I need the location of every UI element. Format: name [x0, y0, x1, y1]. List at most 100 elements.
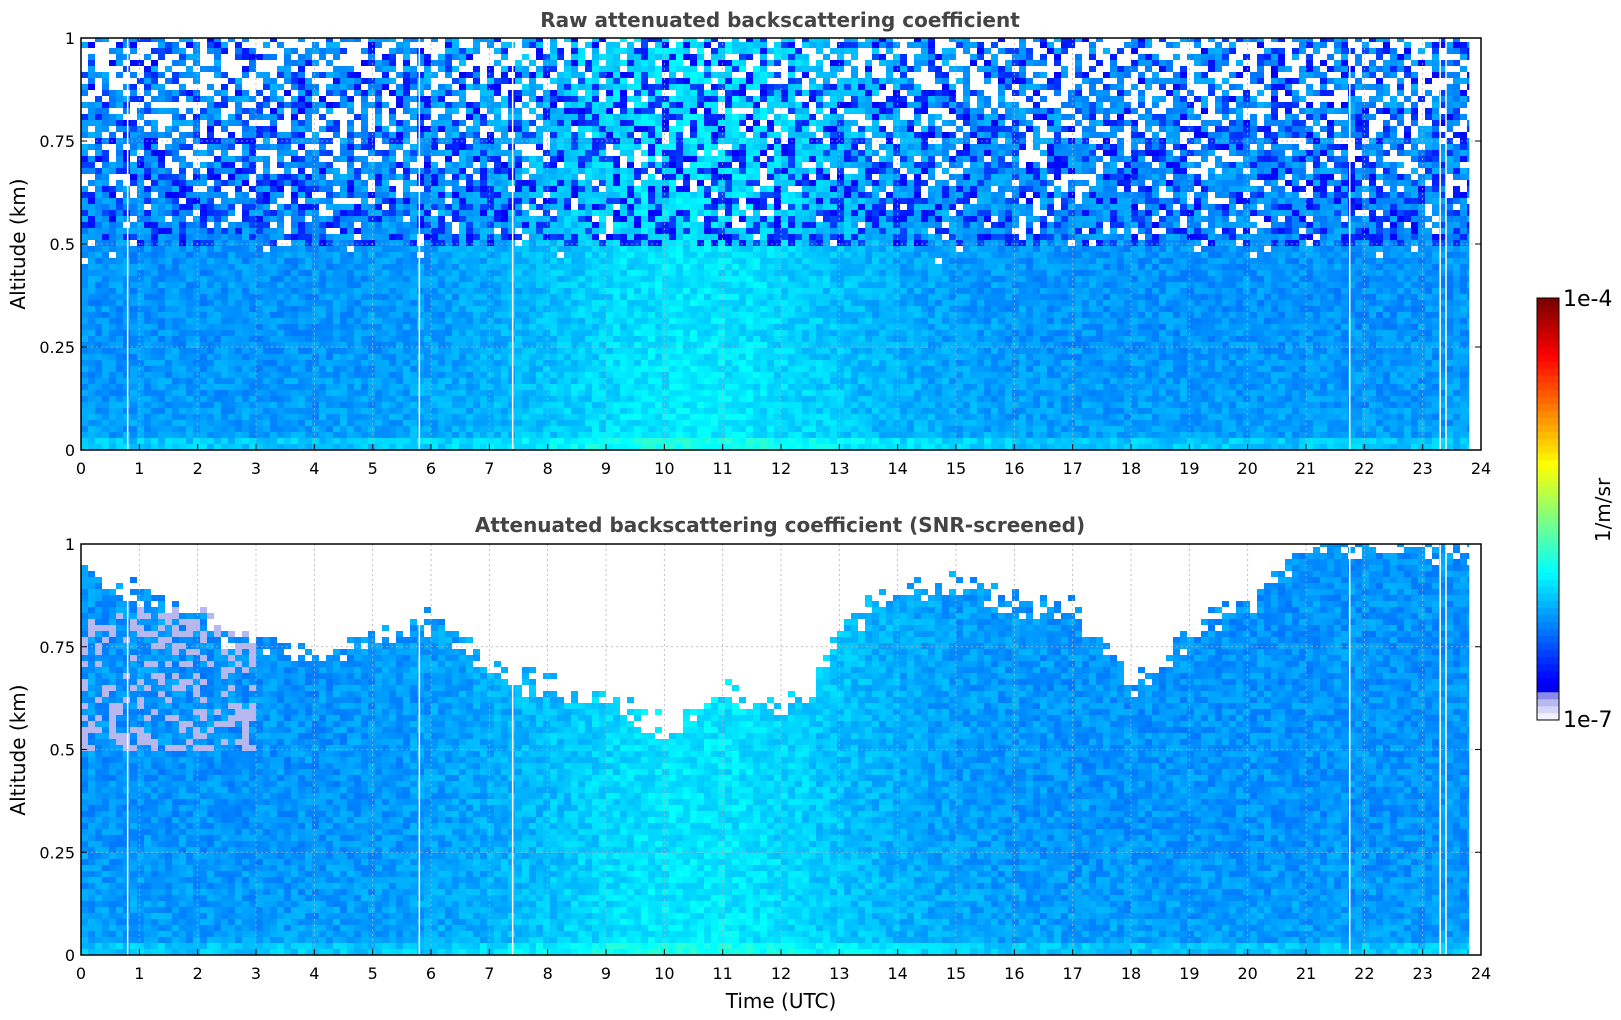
heatmap-cell [389, 120, 396, 126]
heatmap-cell [109, 132, 116, 138]
heatmap-cell [368, 78, 375, 84]
heatmap-cell [291, 216, 298, 222]
heatmap-cell [144, 372, 151, 378]
heatmap-cell [172, 282, 179, 288]
heatmap-cell [109, 90, 116, 96]
heatmap-cell [312, 396, 319, 402]
heatmap-cell [298, 132, 305, 138]
heatmap-cell [403, 384, 410, 390]
heatmap-cell [564, 294, 571, 300]
heatmap-cell [319, 108, 326, 114]
heatmap-cell [319, 354, 326, 360]
heatmap-cell [284, 444, 291, 450]
heatmap-cell [389, 288, 396, 294]
heatmap-cell [494, 222, 501, 228]
heatmap-cell [340, 60, 347, 66]
heatmap-cell [256, 354, 263, 360]
heatmap-cell [186, 66, 193, 72]
heatmap-cell [326, 96, 333, 102]
heatmap-cell [214, 204, 221, 210]
heatmap-cell [333, 444, 340, 450]
heatmap-cell [431, 306, 438, 312]
heatmap-cell [193, 132, 200, 138]
heatmap-cell [564, 38, 571, 42]
heatmap-cell [116, 384, 123, 390]
heatmap-cell [550, 246, 557, 252]
heatmap-cell [95, 222, 102, 228]
heatmap-cell [263, 108, 270, 114]
heatmap-cell [242, 198, 249, 204]
heatmap-cell [256, 42, 263, 48]
heatmap-cell [228, 42, 235, 48]
heatmap-cell [550, 330, 557, 336]
heatmap-cell [291, 402, 298, 408]
heatmap-cell [396, 258, 403, 264]
heatmap-cell [536, 84, 543, 90]
heatmap-cell [340, 318, 347, 324]
heatmap-cell [396, 60, 403, 66]
heatmap-cell [564, 366, 571, 372]
heatmap-cell [256, 312, 263, 318]
heatmap-cell [354, 120, 361, 126]
heatmap-cell [242, 288, 249, 294]
heatmap-cell [200, 270, 207, 276]
heatmap-cell [445, 312, 452, 318]
heatmap-cell [221, 306, 228, 312]
heatmap-cell [333, 342, 340, 348]
heatmap-cell [333, 402, 340, 408]
heatmap-cell [543, 144, 550, 150]
heatmap-cell [298, 42, 305, 48]
heatmap-cell [326, 150, 333, 156]
heatmap-cell [410, 204, 417, 210]
heatmap-cell [130, 378, 137, 384]
heatmap-cell [312, 402, 319, 408]
heatmap-cell [571, 366, 578, 372]
heatmap-cell [312, 210, 319, 216]
heatmap-cell [494, 120, 501, 126]
heatmap-cell [235, 210, 242, 216]
heatmap-cell [116, 300, 123, 306]
heatmap-cell [424, 240, 431, 246]
heatmap-cell [200, 180, 207, 186]
heatmap-cell [466, 294, 473, 300]
heatmap-cell [270, 354, 277, 360]
heatmap-cell [242, 90, 249, 96]
heatmap-cell [382, 426, 389, 432]
heatmap-cell [172, 108, 179, 114]
heatmap-cell [459, 246, 466, 252]
heatmap-cell [263, 96, 270, 102]
heatmap-cell [242, 246, 249, 252]
heatmap-cell [263, 282, 270, 288]
heatmap-cell [326, 270, 333, 276]
heatmap-cell [151, 114, 158, 120]
heatmap-cell [361, 330, 368, 336]
heatmap-cell [396, 234, 403, 240]
heatmap-cell [466, 42, 473, 48]
heatmap-cell [221, 90, 228, 96]
heatmap-cell [466, 300, 473, 306]
heatmap-cell [585, 432, 592, 438]
heatmap-cell [382, 318, 389, 324]
heatmap-cell [207, 198, 214, 204]
heatmap-cell [221, 216, 228, 222]
heatmap-cell [396, 426, 403, 432]
heatmap-cell [501, 390, 508, 396]
heatmap-cell [221, 282, 228, 288]
heatmap-cell [459, 84, 466, 90]
heatmap-cell [347, 126, 354, 132]
heatmap-cell [228, 72, 235, 78]
heatmap-cell [333, 306, 340, 312]
heatmap-cell [333, 144, 340, 150]
heatmap-cell [179, 330, 186, 336]
heatmap-cell [186, 192, 193, 198]
heatmap-cell [347, 432, 354, 438]
heatmap-cell [417, 336, 424, 342]
heatmap-cell [249, 264, 256, 270]
heatmap-cell [214, 210, 221, 216]
heatmap-cell [368, 180, 375, 186]
heatmap-cell [221, 72, 228, 78]
heatmap-cell [417, 348, 424, 354]
heatmap-cell [116, 282, 123, 288]
heatmap-cell [522, 342, 529, 348]
heatmap-cell [186, 348, 193, 354]
